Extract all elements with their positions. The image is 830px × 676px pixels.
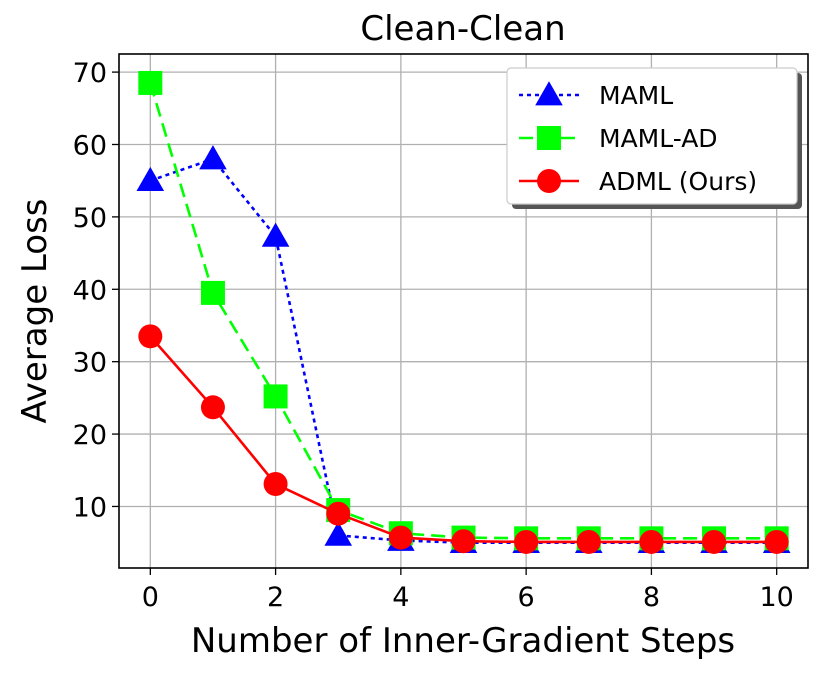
x-tick-label: 2 [267,582,284,613]
y-tick-label: 40 [73,275,107,306]
x-axis-label: Number of Inner-Gradient Steps [191,621,735,661]
legend-label: ADML (Ours) [599,167,757,196]
data-point [764,529,789,554]
data-point [388,525,413,550]
legend-label: MAML-AD [599,124,718,153]
data-point [451,529,476,554]
data-point [702,529,727,554]
x-tick-label: 6 [518,582,535,613]
data-point [138,324,163,349]
data-series [136,70,791,554]
data-point [261,222,290,247]
data-point [263,384,288,409]
data-point [200,280,225,305]
legend-box [506,67,798,205]
y-tick-label: 50 [73,203,107,234]
y-axis-label: Average Loss [15,198,55,423]
chart-title: Clean-Clean [360,9,565,49]
series-adml-ours [138,324,789,554]
series-line [149,335,777,544]
data-point [263,472,288,497]
data-point [514,529,539,554]
data-point [136,166,165,192]
y-tick-label: 70 [73,58,107,89]
y-tick-label: 20 [73,420,107,451]
data-point [199,145,227,170]
y-tick-label: 10 [73,492,107,523]
legend-marker [537,169,561,193]
data-point [326,501,351,526]
legend-label: MAML [599,81,673,110]
x-tick-label: 4 [392,582,409,613]
y-tick-label: 60 [73,130,107,161]
data-point [200,395,225,420]
x-tick-label: 8 [643,582,660,613]
plot-frame [118,53,809,569]
data-point [138,70,163,95]
legend-marker [535,81,563,106]
x-tick-label: 0 [142,582,159,613]
axis-ticks: 0 2 4 6 8 10 10 20 30 40 50 60 70 [73,58,794,613]
data-point [324,521,353,546]
legend: MAML MAML-AD ADML (Ours) [506,67,802,209]
legend-marker [537,126,561,150]
data-point [639,529,664,554]
data-point [576,529,601,554]
x-tick-label: 10 [760,582,794,613]
y-tick-label: 30 [73,348,107,379]
